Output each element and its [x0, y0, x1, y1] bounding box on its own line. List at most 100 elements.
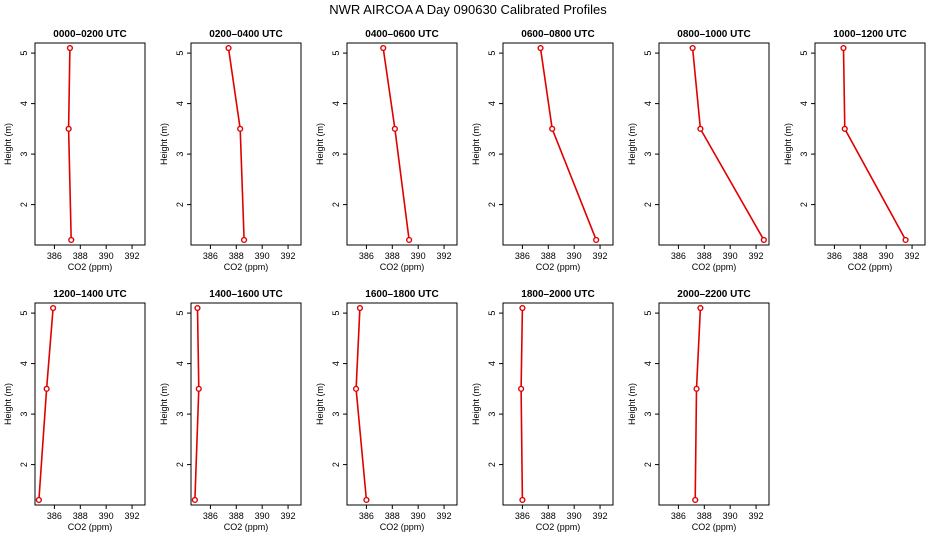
x-tick-label: 392	[281, 511, 296, 521]
x-tick-label: 390	[99, 511, 114, 521]
y-tick-label: 4	[19, 361, 29, 366]
profile-point	[240, 236, 248, 244]
y-tick-label: 5	[19, 51, 29, 56]
x-tick-label: 390	[255, 251, 270, 261]
y-tick-label: 2	[643, 202, 653, 207]
y-axis-label: Height (m)	[3, 123, 13, 165]
x-tick-label: 392	[593, 251, 608, 261]
plot-frame	[658, 302, 770, 506]
y-axis-label: Height (m)	[159, 123, 169, 165]
x-tick-label: 388	[385, 251, 400, 261]
x-tick-label: 386	[671, 511, 686, 521]
y-tick-label: 5	[487, 311, 497, 316]
y-axis-label: Height (m)	[471, 383, 481, 425]
plot-frame	[658, 42, 770, 246]
profile-panel: 1400–1600 UTC 386 388 390 392 2 3 4 5 CO2 (ppm) He…	[159, 289, 302, 532]
panel-title: 1200–1400 UTC	[53, 289, 126, 300]
x-axis-label: CO2 (ppm)	[380, 522, 425, 532]
plot-frame	[814, 42, 926, 246]
profile-point	[537, 44, 544, 52]
x-tick-label: 388	[541, 251, 556, 261]
profile-point	[50, 304, 57, 312]
profile-line	[842, 48, 907, 241]
profile-line	[382, 47, 410, 241]
x-tick-label: 386	[203, 511, 218, 521]
y-tick-label: 2	[19, 462, 29, 467]
x-tick-label: 386	[359, 511, 374, 521]
plot-frame	[34, 302, 146, 506]
x-axis-label: CO2 (ppm)	[536, 262, 581, 272]
panel-title: 2000–2200 UTC	[677, 289, 750, 300]
profile-point	[549, 125, 556, 132]
y-tick-label: 5	[643, 51, 653, 56]
x-tick-label: 392	[749, 251, 764, 261]
x-tick-label: 392	[905, 251, 920, 261]
panel-title: 0200–0400 UTC	[209, 29, 282, 40]
y-tick-label: 2	[643, 462, 653, 467]
x-tick-label: 390	[723, 511, 738, 521]
y-axis-label: Height (m)	[315, 123, 325, 165]
y-tick-label: 5	[487, 51, 497, 56]
x-tick-label: 386	[359, 251, 374, 261]
profile-point	[760, 236, 767, 244]
profile-point	[191, 496, 198, 504]
y-tick-label: 4	[643, 101, 653, 106]
profile-point	[692, 496, 699, 504]
profile-point	[689, 44, 696, 52]
y-axis-label: Height (m)	[471, 123, 481, 165]
x-tick-label: 390	[411, 511, 426, 521]
profile-panel: 1600–1800 UTC 386 388 390 392 2 3 4 5 CO2 (ppm) He…	[315, 289, 458, 532]
y-tick-label: 4	[643, 361, 653, 366]
x-tick-label: 390	[723, 251, 738, 261]
x-axis-label: CO2 (ppm)	[848, 262, 893, 272]
profile-point	[391, 125, 398, 132]
y-tick-label: 4	[799, 101, 809, 106]
profile-point	[697, 125, 704, 132]
y-tick-label: 5	[331, 311, 341, 316]
x-tick-label: 386	[203, 251, 218, 261]
x-tick-label: 392	[749, 511, 764, 521]
x-tick-label: 388	[229, 251, 244, 261]
x-tick-label: 386	[515, 511, 530, 521]
y-axis-label: Height (m)	[315, 383, 325, 425]
panel-title: 1600–1800 UTC	[365, 289, 438, 300]
x-tick-label: 390	[411, 251, 426, 261]
y-axis-label: Height (m)	[783, 123, 793, 165]
profile-line	[67, 48, 72, 240]
panel-title: 1400–1600 UTC	[209, 289, 282, 300]
profile-line	[694, 308, 702, 500]
x-tick-label: 386	[47, 511, 62, 521]
y-tick-label: 2	[331, 202, 341, 207]
plot-frame	[190, 42, 302, 246]
profile-line	[691, 48, 765, 241]
x-tick-label: 386	[47, 251, 62, 261]
y-tick-label: 4	[175, 361, 185, 366]
x-axis-label: CO2 (ppm)	[536, 522, 581, 532]
profile-point	[43, 385, 50, 392]
x-tick-label: 390	[99, 251, 114, 261]
y-tick-label: 5	[799, 51, 809, 56]
panel-title: 1000–1200 UTC	[833, 29, 906, 40]
profile-point	[352, 385, 360, 392]
x-tick-label: 392	[593, 511, 608, 521]
y-axis-label: Height (m)	[3, 383, 13, 425]
profile-point	[194, 304, 201, 312]
x-tick-label: 388	[697, 251, 712, 261]
profile-panel: 1800–2000 UTC 386 388 390 392 2 3 4 5 CO2 (ppm) He…	[471, 289, 614, 532]
y-tick-label: 5	[19, 311, 29, 316]
x-tick-label: 388	[385, 511, 400, 521]
x-tick-label: 388	[541, 511, 556, 521]
x-tick-label: 386	[515, 251, 530, 261]
y-axis-label: Height (m)	[159, 383, 169, 425]
y-tick-label: 3	[487, 152, 497, 157]
profile-panel: 1200–1400 UTC 386 388 390 392 2 3 4 5 CO2 (ppm) He…	[3, 289, 146, 532]
y-tick-label: 2	[175, 202, 185, 207]
profile-point	[902, 236, 909, 244]
panels-container: 0000–0200 UTC 386 388 390 392 2 3 4 5 CO2 (ppm) He…	[3, 29, 926, 532]
profile-point	[593, 236, 600, 244]
panel-title: 1800–2000 UTC	[521, 289, 594, 300]
y-tick-label: 3	[331, 152, 341, 157]
y-tick-label: 4	[331, 361, 341, 366]
profile-panel: 0400–0600 UTC 386 388 390 392 2 3 4 5 CO2 (ppm) He…	[315, 29, 458, 272]
plot-frame	[34, 42, 146, 246]
